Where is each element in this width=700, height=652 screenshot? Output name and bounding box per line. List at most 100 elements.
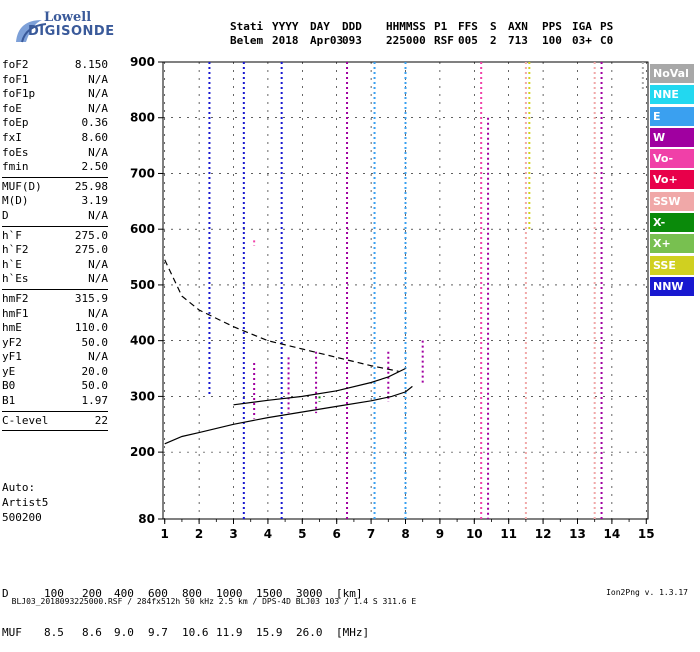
x-tick-label: 2 [195, 527, 203, 541]
auto-label: Auto: [2, 481, 36, 494]
header-value-0: Belem [230, 34, 264, 47]
trace-solid-lower [164, 385, 413, 445]
x-tick-label: 6 [333, 527, 341, 541]
legend-ssw: SSW [650, 191, 694, 211]
y-tick-label: 700 [130, 166, 155, 180]
param-label: B1 [2, 394, 16, 408]
param-label: hmF1 [2, 306, 29, 320]
param-row: hmF2 315.9 [2, 292, 108, 307]
param-value: N/A [88, 72, 108, 86]
x-tick-label: 3 [229, 527, 237, 541]
legend-nne: NNE [650, 85, 694, 105]
header-label-0: Stati [230, 20, 264, 33]
station-header: Stati YYYY DAY DDD HHMMSS P1 FFS S AXN PPS IGA PS B… [230, 20, 670, 48]
param-label: h`Es [2, 272, 29, 286]
param-value: 315.9 [74, 291, 108, 305]
file-footer: BLJ03_2018093225000.RSF / 284fx512h 50 k… [2, 588, 698, 615]
param-label: D [2, 208, 9, 222]
muf-value: 9.0 [114, 626, 134, 639]
param-value: N/A [88, 101, 108, 115]
legend-vo-: Vo+ [650, 170, 694, 190]
param-separator [2, 225, 108, 227]
param-label: fxI [2, 130, 22, 144]
y-tick-label: 600 [130, 222, 155, 236]
param-value: 110.0 [74, 321, 108, 335]
legend-noval: NoVal [650, 64, 694, 83]
footer-version: Ion2Png v. 1.3.17 [606, 588, 688, 597]
header-label-2: DAY [310, 20, 330, 33]
param-row: hmF1 N/A [2, 307, 108, 322]
param-row: fmin 2.50 [2, 160, 108, 175]
param-row: foE N/A [2, 102, 108, 117]
param-label: h`E [2, 257, 22, 271]
ionogram-plot: 1 2 3 4 5 6 7 8 9 10 11 12 13 14 158020030040050060070… [130, 55, 655, 541]
muf-value: 11.9 [216, 626, 243, 639]
header-label-7: S [490, 20, 497, 33]
x-tick-label: 4 [264, 527, 272, 541]
param-label: MUF(D) [2, 179, 42, 193]
param-row: yF2 50.0 [2, 336, 108, 351]
muf-value: 26.0 [296, 626, 323, 639]
header-label-1: YYYY [272, 20, 299, 33]
param-label: yF2 [2, 335, 22, 349]
param-label: hmF2 [2, 291, 29, 305]
x-tick-label: 11 [500, 527, 517, 541]
header-value-7: 2 [490, 34, 497, 47]
param-value: 50.0 [81, 335, 109, 349]
param-value: 8.60 [81, 130, 109, 144]
header-value-1: 2018 [272, 34, 299, 47]
param-row: h`F 275.0 [2, 229, 108, 244]
scaled-parameters-panel: foF2 8.150 foF1 N/A foF1p N/A foE N/A foEp 0.36 fx… [2, 58, 108, 433]
header-label-3: DDD [342, 20, 362, 33]
x-tick-label: 9 [436, 527, 444, 541]
y-tick-label: 800 [130, 111, 155, 125]
param-separator [2, 430, 108, 432]
header-row-values: Belem 2018 Apr03 093 225000 RSF 005 2 713 100 03+ C… [230, 34, 670, 48]
trace-solid-upper [233, 367, 406, 406]
plot-frame [162, 61, 649, 520]
param-value: N/A [88, 272, 108, 286]
param-value: 2.50 [81, 160, 109, 174]
logo-text-digisonde: DIGISONDE [28, 24, 115, 39]
muf-value: 8.5 [44, 626, 64, 639]
param-value: N/A [88, 208, 108, 222]
y-tick-label: 900 [130, 55, 155, 69]
param-value: 50.0 [81, 379, 109, 393]
distance-value: 200 [82, 587, 102, 600]
param-label: fmin [2, 160, 29, 174]
param-value: 20.0 [81, 364, 109, 378]
distance-value: 600 [148, 587, 168, 600]
param-row: B1 1.97 [2, 394, 108, 409]
param-row: h`E N/A [2, 258, 108, 273]
muf-value: 8.6 [82, 626, 102, 639]
muf-value: 10.6 [182, 626, 209, 639]
param-label: hmE [2, 321, 22, 335]
param-label: h`F [2, 228, 22, 242]
header-value-9: 100 [542, 34, 562, 47]
header-label-10: IGA [572, 20, 592, 33]
header-label-4: HHMMSS [386, 20, 426, 33]
legend-e: E [650, 106, 694, 126]
distance-value: [km] [336, 587, 363, 600]
param-row: hmE 110.0 [2, 321, 108, 336]
param-label: yE [2, 364, 16, 378]
param-separator [2, 410, 108, 412]
distance-value: 800 [182, 587, 202, 600]
distance-value: 1000 [216, 587, 243, 600]
x-tick-label: 1 [161, 527, 169, 541]
muf-label: MUF [2, 626, 22, 639]
legend-w: W [650, 127, 694, 147]
param-value: 275.0 [74, 228, 108, 242]
x-tick-label: 12 [535, 527, 552, 541]
param-value: 275.0 [74, 243, 108, 257]
param-label: B0 [2, 379, 16, 393]
param-row: h`F2 275.0 [2, 243, 108, 258]
muf-value: 15.9 [256, 626, 283, 639]
param-value: N/A [88, 306, 108, 320]
param-row: B0 50.0 [2, 379, 108, 394]
autoscaling-info: Auto: Artist5 500200 [2, 480, 48, 525]
distance-value: 400 [114, 587, 134, 600]
x-tick-label: 10 [466, 527, 483, 541]
param-row: MUF(D) 25.98 [2, 180, 108, 195]
y-tick-label: 200 [130, 445, 155, 459]
